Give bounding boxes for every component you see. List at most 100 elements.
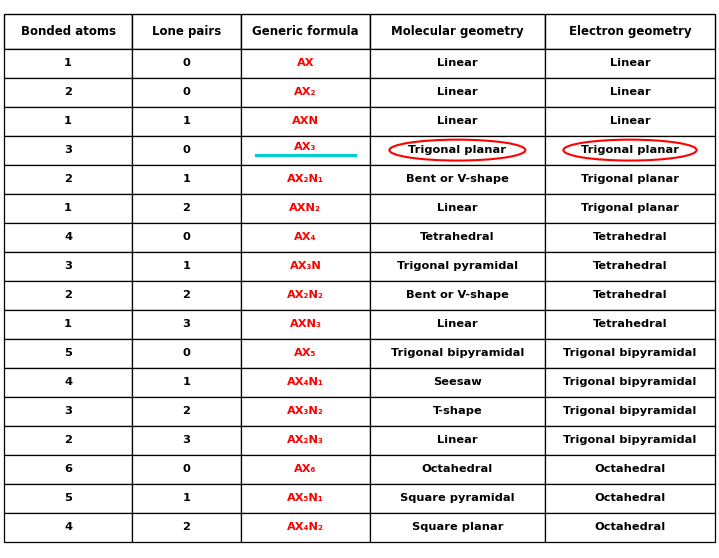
Bar <box>544 78 715 107</box>
Bar <box>4 107 132 136</box>
Bar <box>132 165 241 194</box>
Text: Tetrahedral: Tetrahedral <box>420 232 495 242</box>
Text: Trigonal planar: Trigonal planar <box>408 145 506 155</box>
Bar <box>370 455 544 484</box>
Bar <box>370 194 544 223</box>
Bar <box>544 223 715 252</box>
Text: Molecular geometry: Molecular geometry <box>391 25 523 38</box>
Text: 1: 1 <box>64 58 72 68</box>
Text: 1: 1 <box>183 116 191 126</box>
Text: 0: 0 <box>183 464 191 474</box>
Text: Linear: Linear <box>437 203 477 213</box>
Text: AX₃N₂: AX₃N₂ <box>287 406 324 416</box>
Text: Trigonal bipyramidal: Trigonal bipyramidal <box>563 377 697 387</box>
Text: AX₆: AX₆ <box>294 464 316 474</box>
Bar <box>370 310 544 339</box>
Text: 2: 2 <box>64 290 72 300</box>
Text: 4: 4 <box>64 232 72 242</box>
Bar <box>241 513 370 542</box>
Bar <box>370 281 544 310</box>
Bar <box>544 513 715 542</box>
Bar <box>370 368 544 397</box>
Text: Electron geometry: Electron geometry <box>569 25 691 38</box>
Bar <box>370 252 544 281</box>
Text: Linear: Linear <box>437 87 477 97</box>
Text: AXN₂: AXN₂ <box>290 203 321 213</box>
Bar <box>132 397 241 426</box>
Bar <box>4 455 132 484</box>
Text: AX₂N₃: AX₂N₃ <box>287 435 324 445</box>
Text: 0: 0 <box>183 348 191 358</box>
Text: AX₂N₂: AX₂N₂ <box>287 290 324 300</box>
Bar <box>132 194 241 223</box>
Text: 1: 1 <box>183 493 191 503</box>
Text: Lone pairs: Lone pairs <box>152 25 221 38</box>
Bar <box>4 397 132 426</box>
Text: Bent or V-shape: Bent or V-shape <box>406 290 509 300</box>
Text: 2: 2 <box>64 174 72 184</box>
Text: 2: 2 <box>183 406 191 416</box>
Text: 2: 2 <box>183 203 191 213</box>
Bar <box>370 78 544 107</box>
Bar <box>132 49 241 78</box>
Text: Linear: Linear <box>610 87 650 97</box>
Bar <box>544 397 715 426</box>
Text: Generic formula: Generic formula <box>252 25 359 38</box>
Bar <box>132 426 241 455</box>
Bar <box>241 165 370 194</box>
Text: Trigonal planar: Trigonal planar <box>581 174 679 184</box>
Text: AX₃: AX₃ <box>294 142 316 152</box>
Bar <box>370 136 544 165</box>
Text: 3: 3 <box>64 406 72 416</box>
Bar <box>544 484 715 513</box>
Text: Linear: Linear <box>437 319 477 329</box>
Bar <box>4 14 132 49</box>
Bar <box>241 136 370 165</box>
Bar <box>4 49 132 78</box>
Bar <box>370 339 544 368</box>
Text: 0: 0 <box>183 232 191 242</box>
Bar <box>241 426 370 455</box>
Text: AX₂: AX₂ <box>294 87 316 97</box>
Text: 2: 2 <box>64 435 72 445</box>
Bar <box>4 223 132 252</box>
Bar <box>241 107 370 136</box>
Bar <box>370 426 544 455</box>
Bar <box>241 78 370 107</box>
Text: Octahedral: Octahedral <box>595 464 666 474</box>
Text: 2: 2 <box>183 522 191 532</box>
Bar <box>241 281 370 310</box>
Text: Linear: Linear <box>437 58 477 68</box>
Bar <box>544 49 715 78</box>
Text: AX₄N₁: AX₄N₁ <box>287 377 324 387</box>
Text: 5: 5 <box>64 493 72 503</box>
Text: Linear: Linear <box>437 435 477 445</box>
Text: 1: 1 <box>183 377 191 387</box>
Text: Linear: Linear <box>437 116 477 126</box>
Text: Tetrahedral: Tetrahedral <box>592 261 667 271</box>
Text: Square pyramidal: Square pyramidal <box>400 493 515 503</box>
Bar <box>132 78 241 107</box>
Bar <box>4 194 132 223</box>
Bar <box>544 107 715 136</box>
Bar <box>370 223 544 252</box>
Bar <box>544 339 715 368</box>
Text: 1: 1 <box>64 116 72 126</box>
Text: Octahedral: Octahedral <box>422 464 493 474</box>
Bar <box>4 252 132 281</box>
Bar <box>544 165 715 194</box>
Text: Trigonal planar: Trigonal planar <box>581 145 679 155</box>
Bar <box>241 223 370 252</box>
Bar <box>544 252 715 281</box>
Text: 0: 0 <box>183 58 191 68</box>
Text: 5: 5 <box>64 348 72 358</box>
Text: 2: 2 <box>183 290 191 300</box>
Text: Tetrahedral: Tetrahedral <box>592 319 667 329</box>
Bar <box>132 339 241 368</box>
Bar <box>241 49 370 78</box>
Bar <box>544 310 715 339</box>
Bar <box>241 339 370 368</box>
Bar <box>241 397 370 426</box>
Text: 3: 3 <box>64 145 72 155</box>
Text: Trigonal bipyramidal: Trigonal bipyramidal <box>563 406 697 416</box>
